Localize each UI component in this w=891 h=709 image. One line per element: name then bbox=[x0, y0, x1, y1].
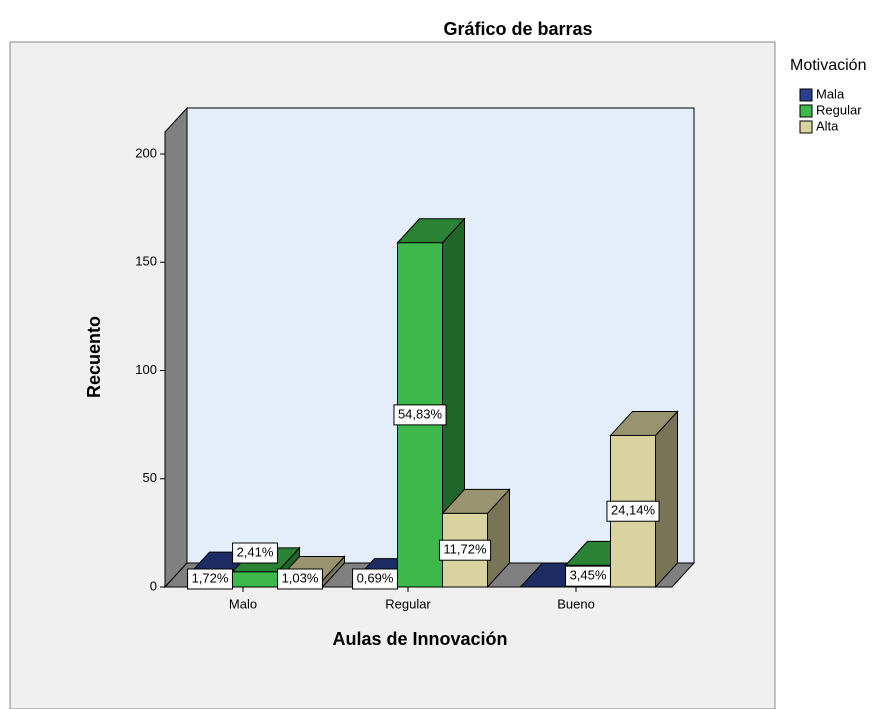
x-axis-title: Aulas de Innovación bbox=[332, 629, 507, 649]
legend-title: Motivación bbox=[790, 57, 866, 74]
value-label: 2,41% bbox=[237, 544, 274, 559]
value-label-box bbox=[352, 568, 398, 590]
value-label: 0,69% bbox=[357, 570, 394, 585]
x-tick-label: Malo bbox=[229, 596, 257, 611]
value-label-box bbox=[232, 542, 278, 564]
y-axis-title: Recuento bbox=[84, 316, 104, 398]
legend-swatch bbox=[799, 88, 813, 102]
bar bbox=[609, 410, 679, 589]
legend-label: Alta bbox=[816, 118, 839, 133]
bar-front bbox=[232, 571, 278, 588]
bar bbox=[441, 488, 511, 589]
y-tick-label: 100 bbox=[135, 362, 157, 377]
value-label-box bbox=[393, 404, 447, 426]
value-label: 24,14% bbox=[611, 503, 656, 518]
value-label-box bbox=[438, 539, 492, 561]
left-wall bbox=[164, 106, 188, 589]
value-label: 11,72% bbox=[443, 542, 487, 557]
y-tick-label: 50 bbox=[143, 470, 157, 485]
y-tick-label: 150 bbox=[135, 254, 157, 269]
value-label: 54,83% bbox=[398, 406, 443, 421]
value-label: 3,45% bbox=[570, 568, 607, 583]
value-label: 1,03% bbox=[282, 570, 319, 585]
value-label-box bbox=[277, 568, 323, 590]
value-label-box bbox=[565, 565, 611, 587]
value-label: 1,72% bbox=[192, 570, 229, 585]
legend-label: Regular bbox=[816, 102, 862, 117]
x-tick-label: Bueno bbox=[557, 596, 595, 611]
legend-label: Mala bbox=[816, 86, 845, 101]
x-tick-label: Regular bbox=[385, 596, 431, 611]
legend-swatch bbox=[799, 104, 813, 118]
value-label-box bbox=[187, 568, 233, 590]
chart-title: Gráfico de barras bbox=[443, 19, 592, 39]
y-tick-label: 200 bbox=[135, 145, 157, 160]
legend-swatch bbox=[799, 120, 813, 134]
y-tick-label: 0 bbox=[150, 578, 157, 593]
bar-side bbox=[655, 410, 678, 589]
value-label-box bbox=[606, 500, 660, 522]
